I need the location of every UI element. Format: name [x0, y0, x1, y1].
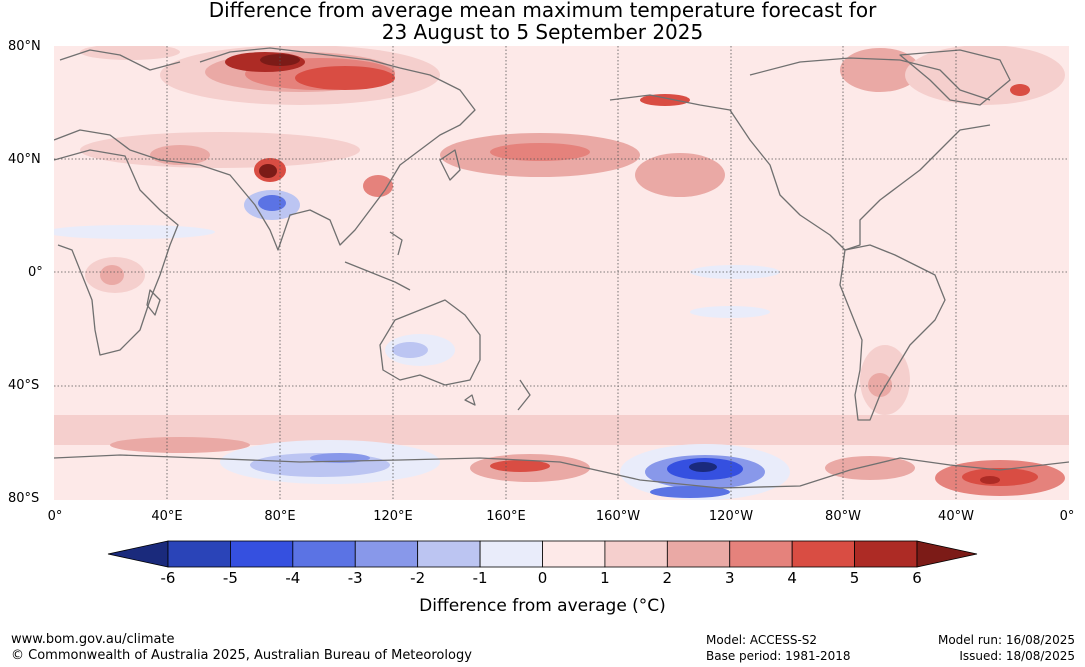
anomaly-region — [258, 195, 286, 211]
anomaly-region — [980, 476, 1000, 484]
colorbar-segment — [729, 540, 793, 568]
coastline-eurasia — [54, 67, 476, 251]
anomaly-region — [490, 143, 590, 161]
colorbar-tick-label: 5 — [849, 569, 860, 587]
anomaly-region — [80, 46, 180, 60]
coastlines — [54, 47, 1069, 489]
lon-label-120e: 120°E — [373, 509, 413, 524]
footer-model: Model: ACCESS-S2 — [706, 633, 818, 647]
graticule — [54, 46, 1069, 500]
colorbar-segment — [542, 540, 606, 568]
colorbar — [107, 540, 978, 568]
colorbar-segment — [666, 540, 731, 568]
anomaly-region — [490, 460, 550, 472]
anomaly-fields — [54, 46, 1069, 500]
anomaly-region — [690, 265, 780, 279]
anomaly-region — [690, 306, 770, 318]
coastline-scandinavia — [59, 49, 181, 71]
colorbar-tick-label: -6 — [160, 569, 176, 587]
lon-label-160w: 160°W — [595, 509, 641, 524]
anomaly-region — [295, 66, 395, 90]
anomaly-region — [54, 225, 215, 239]
anomaly-map — [54, 46, 1069, 500]
footer-model-run: Model run: 16/08/2025 — [937, 633, 1075, 647]
colorbar-tick-label: 6 — [912, 569, 922, 587]
coastline-new-zealand — [517, 379, 531, 411]
lon-label-40w: 40°W — [938, 509, 974, 524]
coastline-south-america — [839, 244, 946, 421]
coastline-madagascar — [146, 289, 161, 316]
anomaly-region — [363, 175, 393, 197]
footer-website[interactable]: www.bom.gov.au/climate — [11, 632, 175, 647]
lon-label-40e: 40°E — [151, 509, 183, 524]
coastline-africa — [54, 149, 179, 356]
coastline-indonesia — [344, 261, 411, 291]
coastline-antarctica — [54, 454, 1069, 489]
lat-label-40s: 40°S — [8, 378, 40, 393]
colorbar-tick-label: 1 — [600, 569, 610, 587]
coastline-philippines — [389, 231, 403, 256]
anomaly-region — [905, 46, 1065, 105]
anomaly-region — [689, 462, 717, 472]
colorbar-segment — [479, 540, 543, 568]
anomaly-region — [635, 153, 725, 197]
map-title-line-2: 23 August to 5 September 2025 — [381, 20, 704, 44]
lat-label-equator: 0° — [28, 265, 43, 280]
lat-label-80n: 80°N — [8, 39, 41, 54]
anomaly-region — [650, 486, 730, 498]
coastline-arctic-canada — [749, 57, 991, 101]
coastline-greenland — [899, 49, 1011, 106]
colorbar-title: Difference from average (°C) — [419, 596, 666, 616]
anomaly-region — [110, 437, 250, 453]
anomaly-region — [868, 373, 892, 397]
coastline-japan — [439, 149, 461, 181]
lon-label-80e: 80°E — [264, 509, 296, 524]
coastline-tasmania — [464, 394, 476, 406]
lon-label-120w: 120°W — [708, 509, 754, 524]
anomaly-region — [962, 468, 1038, 486]
footer-copyright: © Commonwealth of Australia 2025, Austra… — [11, 648, 472, 663]
anomaly-region — [100, 265, 124, 285]
anomaly-region — [392, 342, 428, 358]
coastline-australia — [379, 299, 481, 386]
colorbar-tick-label: -5 — [222, 569, 238, 587]
colorbar-tick-label: 4 — [787, 569, 797, 587]
lat-label-80s: 80°S — [8, 491, 40, 506]
colorbar-tick-label: 2 — [662, 569, 673, 587]
colorbar-segment — [230, 540, 294, 568]
colorbar-extend-low — [107, 540, 169, 568]
anomaly-region — [259, 164, 277, 178]
colorbar-segment — [354, 540, 419, 568]
anomaly-region — [640, 94, 690, 106]
anomaly-region — [1010, 84, 1030, 96]
footer-issued: Issued: 18/08/2025 — [959, 649, 1075, 663]
colorbar-segment — [417, 540, 481, 568]
coastline-siberia-north — [199, 47, 401, 69]
footer-base-period: Base period: 1981-2018 — [706, 649, 851, 663]
lon-label-80w: 80°W — [825, 509, 861, 524]
colorbar-tick-label: -1 — [472, 569, 488, 587]
lat-label-40n: 40°N — [8, 152, 41, 167]
lon-label-160e: 160°E — [486, 509, 526, 524]
colorbar-segment — [854, 540, 918, 568]
colorbar-extend-high — [916, 540, 978, 568]
colorbar-segment — [604, 540, 668, 568]
lon-label-0-east: 0° — [1059, 509, 1075, 524]
colorbar-tick-label: 0 — [537, 569, 548, 587]
colorbar-tick-label: -2 — [410, 569, 426, 587]
colorbar-segment — [292, 540, 356, 568]
colorbar-tick-label: -3 — [347, 569, 363, 587]
colorbar-tick-label: 3 — [724, 569, 735, 587]
map-title-line-1: Difference from average mean maximum tem… — [208, 0, 877, 22]
colorbar-segment — [167, 540, 231, 568]
colorbar-tick-label: -4 — [285, 569, 301, 587]
anomaly-region — [825, 456, 915, 480]
lon-label-0-west: 0° — [47, 509, 63, 524]
colorbar-segment — [791, 540, 855, 568]
anomaly-region — [80, 132, 360, 168]
